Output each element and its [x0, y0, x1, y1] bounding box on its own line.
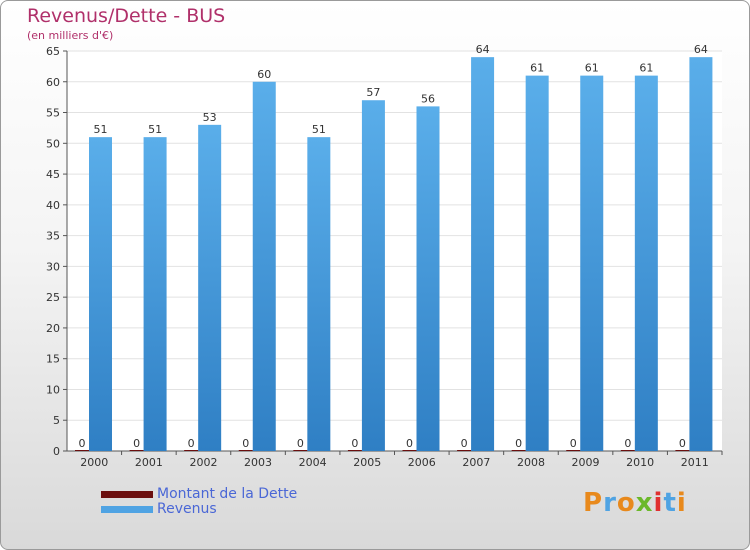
legend-item-dette: Montant de la Dette [101, 487, 297, 502]
legend-item-revenus: Revenus [101, 502, 297, 517]
chart-subtitle: (en milliers d'€) [27, 29, 114, 42]
x-tick-label: 2004 [299, 456, 327, 469]
legend: Montant de la Dette Revenus [101, 487, 297, 517]
bar-dette [620, 450, 635, 451]
logo-letter: r [603, 488, 617, 518]
y-tick-label: 10 [46, 383, 60, 396]
bar-revenus [198, 124, 222, 451]
data-label-dette: 0 [188, 437, 195, 450]
data-label-revenus: 61 [585, 62, 599, 75]
bar-dette [238, 450, 253, 451]
legend-label-revenus: Revenus [157, 501, 217, 517]
chart-title: Revenus/Dette - BUS [27, 5, 226, 27]
bar-dette [511, 450, 526, 451]
bar-dette [184, 450, 199, 451]
x-tick-label: 2005 [353, 456, 381, 469]
data-label-revenus: 61 [639, 62, 653, 75]
data-label-dette: 0 [624, 437, 631, 450]
bar-revenus [580, 75, 604, 451]
plot-background [67, 51, 722, 451]
bar-dette [457, 450, 472, 451]
data-label-dette: 0 [242, 437, 249, 450]
x-tick-label: 2001 [135, 456, 163, 469]
y-tick-label: 25 [46, 291, 60, 304]
bar-dette [402, 450, 417, 451]
bar-revenus [89, 137, 112, 451]
logo-letter: P [583, 488, 604, 518]
bar-revenus [252, 81, 276, 452]
data-label-revenus: 61 [530, 62, 544, 75]
logo-letter: o [616, 488, 636, 518]
bar-revenus [689, 57, 713, 452]
data-label-dette: 0 [297, 437, 304, 450]
y-tick-label: 20 [46, 322, 60, 335]
y-tick-label: 15 [46, 353, 60, 366]
x-tick-label: 2002 [189, 456, 217, 469]
x-tick-label: 2006 [408, 456, 436, 469]
data-label-revenus: 60 [257, 68, 271, 81]
bar-dette [293, 450, 308, 451]
data-label-revenus: 51 [94, 123, 108, 136]
y-tick-label: 45 [46, 168, 60, 181]
y-tick-label: 35 [46, 230, 60, 243]
y-tick-label: 30 [46, 260, 60, 273]
x-tick-label: 2011 [681, 456, 709, 469]
data-label-revenus: 64 [694, 43, 708, 56]
legend-label-dette: Montant de la Dette [157, 486, 298, 502]
bar-dette [129, 450, 144, 451]
bar-revenus [634, 75, 658, 451]
data-label-dette: 0 [133, 437, 140, 450]
x-tick-label: 2008 [517, 456, 545, 469]
logo-letter: t [663, 488, 677, 518]
y-tick-label: 55 [46, 107, 60, 120]
data-label-dette: 0 [406, 437, 413, 450]
bar-revenus [471, 57, 495, 452]
y-tick-label: 40 [46, 199, 60, 212]
y-tick-label: 50 [46, 137, 60, 150]
data-label-revenus: 57 [366, 86, 380, 99]
logo-letter: i [653, 488, 664, 518]
bar-dette [675, 450, 690, 451]
bar-dette [566, 450, 581, 451]
legend-swatch-dette [101, 491, 153, 498]
legend-swatch-revenus [101, 506, 153, 513]
y-tick-label: 0 [53, 445, 60, 458]
x-tick-label: 2007 [462, 456, 490, 469]
data-label-revenus: 56 [421, 92, 435, 105]
x-tick-label: 2010 [626, 456, 654, 469]
y-tick-label: 65 [46, 45, 60, 58]
y-tick-label: 60 [46, 76, 60, 89]
proxiti-logo: Proxiti [583, 488, 687, 518]
x-tick-label: 2000 [80, 456, 108, 469]
data-label-revenus: 51 [312, 123, 326, 136]
x-tick-label: 2009 [572, 456, 600, 469]
x-tick-label: 2003 [244, 456, 272, 469]
data-label-dette: 0 [679, 437, 686, 450]
data-label-dette: 0 [351, 437, 358, 450]
data-label-dette: 0 [461, 437, 468, 450]
bar-dette [75, 450, 89, 451]
logo-letter: i [676, 488, 687, 518]
data-label-dette: 0 [570, 437, 577, 450]
bar-revenus [416, 106, 440, 451]
bar-revenus [307, 137, 331, 451]
data-label-dette: 0 [79, 437, 86, 450]
data-label-revenus: 51 [148, 123, 162, 136]
logo-letter: x [635, 488, 654, 518]
bar-dette [347, 450, 362, 451]
bar-revenus [525, 75, 549, 451]
data-label-revenus: 64 [476, 43, 490, 56]
bar-revenus [361, 100, 385, 451]
data-label-revenus: 53 [203, 111, 217, 124]
y-tick-label: 5 [53, 414, 60, 427]
bar-revenus [143, 137, 167, 451]
data-label-dette: 0 [515, 437, 522, 450]
